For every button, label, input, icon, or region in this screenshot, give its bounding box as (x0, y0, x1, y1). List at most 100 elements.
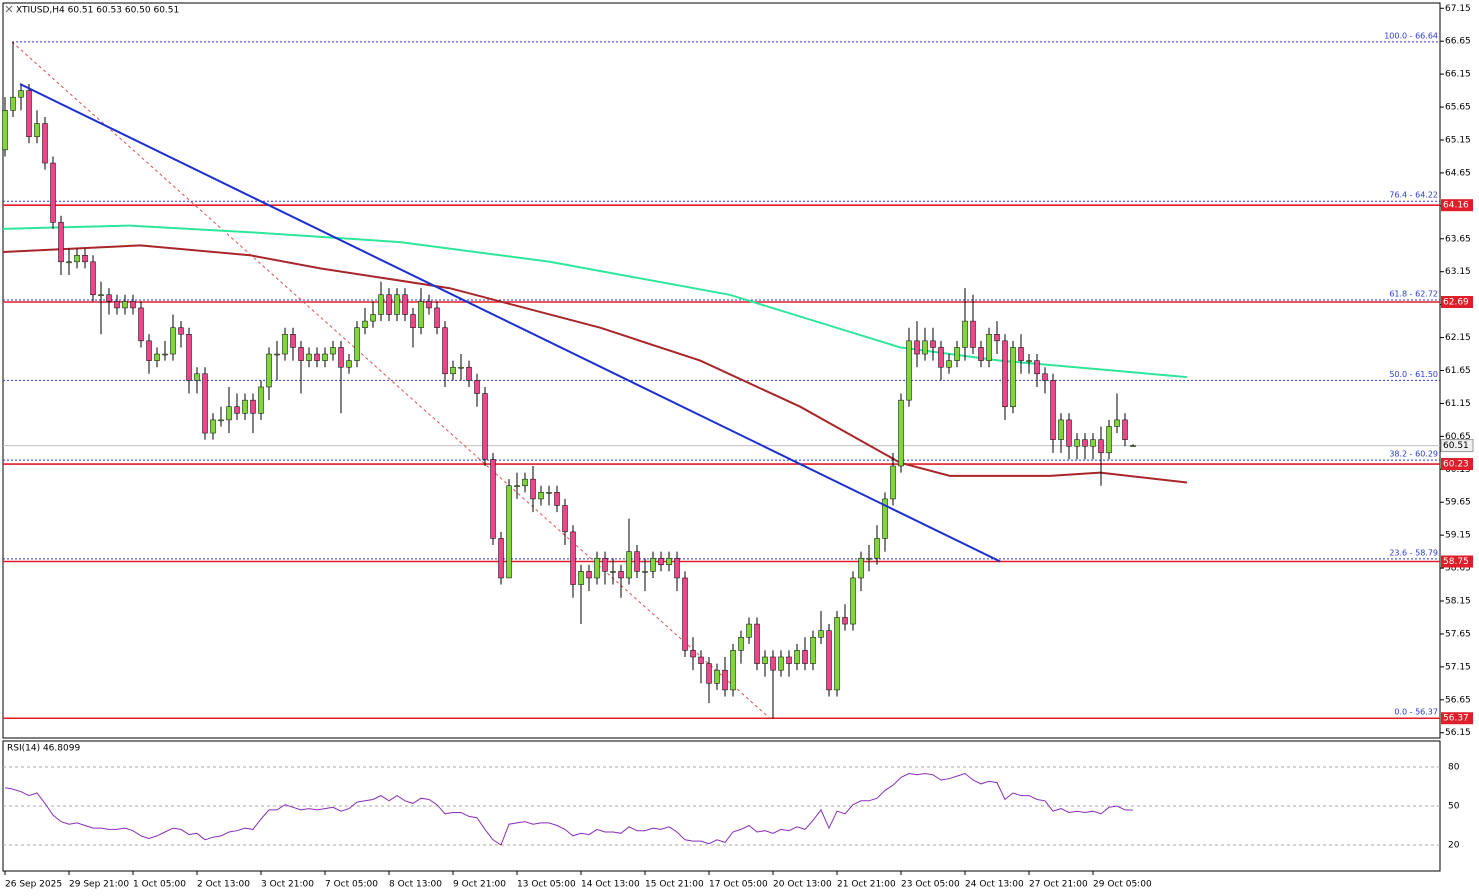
candle-body (890, 465, 896, 500)
candle-body (1002, 340, 1008, 407)
y-tick-label: 59.65 (1445, 498, 1471, 508)
candle-body (130, 301, 136, 309)
candle-body (1042, 373, 1048, 381)
y-tick-label: 59.15 (1445, 531, 1471, 541)
candle-body (1074, 439, 1080, 447)
candle-body (938, 347, 944, 368)
candle-body (2, 110, 8, 151)
candle-body (442, 327, 448, 375)
candle-body (154, 353, 160, 361)
candle-body (242, 399, 248, 414)
candle-body (874, 538, 880, 559)
candle-body (178, 327, 184, 335)
candle-body (378, 294, 384, 315)
candle-body (474, 380, 480, 394)
y-tick-label: 60.65 (1445, 432, 1471, 442)
candle-body (146, 340, 152, 361)
candle-body (658, 557, 664, 566)
rsi-title: RSI(14) 46.8099 (7, 744, 80, 754)
candle-body (1010, 347, 1016, 407)
candle-body (922, 340, 928, 355)
candle-body (106, 294, 112, 302)
rsi-panel (2, 740, 1441, 872)
candle-body (1106, 426, 1112, 454)
x-tick-label: 27 Oct 21:00 (1029, 880, 1088, 890)
candle-body (346, 360, 352, 368)
candle-body (1114, 419, 1120, 427)
candle-body (970, 320, 976, 348)
candle-body (138, 307, 144, 342)
y-tick-label: 58.65 (1445, 564, 1471, 574)
candle-body (642, 571, 648, 573)
rsi-line (4, 772, 1134, 846)
candle-body (1034, 360, 1040, 375)
candle-body (754, 623, 760, 664)
candle-body (714, 669, 720, 684)
candle-body (18, 90, 24, 98)
candle-body (618, 571, 624, 579)
fib-label: 0.0 - 56.37 (1394, 708, 1438, 717)
x-tick-label: 26 Sep 2025 (5, 880, 62, 890)
candle-body (66, 261, 72, 264)
x-tick-label: 7 Oct 05:00 (325, 880, 378, 890)
fib-label: 61.8 - 62.72 (1389, 290, 1438, 299)
candle-body (810, 636, 816, 664)
fib-label: 100.0 - 66.64 (1384, 31, 1438, 40)
candle-body (226, 406, 232, 421)
candle-body (1066, 419, 1072, 447)
candle-body (202, 373, 208, 434)
candle-body (34, 123, 40, 137)
candle-body (986, 334, 992, 361)
candle-body (994, 334, 1000, 342)
candle-body (58, 222, 64, 263)
x-tick-label: 13 Oct 05:00 (517, 880, 576, 890)
candle-body (402, 294, 408, 315)
candle-body (218, 419, 224, 422)
candle-body (458, 366, 464, 369)
fib-line (11, 41, 771, 719)
candle-body (826, 630, 832, 691)
candle-body (834, 617, 840, 691)
candle-body (586, 571, 592, 579)
candle-body (114, 301, 120, 309)
candle-body (90, 261, 96, 296)
candle-body (674, 557, 680, 579)
candle-body (1130, 445, 1136, 447)
candle-body (882, 498, 888, 539)
x-tick-label: 17 Oct 05:00 (709, 880, 768, 890)
candle-body (234, 406, 240, 414)
y-tick-label: 65.65 (1445, 103, 1471, 113)
level-box (1441, 458, 1473, 471)
x-tick-label: 8 Oct 13:00 (389, 880, 442, 890)
y-tick-label: 66.65 (1445, 37, 1471, 47)
x-tick-label: 29 Oct 05:00 (1093, 880, 1152, 890)
fib-label: 50.0 - 61.50 (1389, 370, 1438, 379)
candle-body (290, 334, 296, 348)
candle-body (490, 459, 496, 539)
candle-body (1058, 419, 1064, 440)
candle-body (858, 557, 864, 579)
candle-body (850, 577, 856, 625)
x-tick-label: 20 Oct 13:00 (773, 880, 832, 890)
level-label: 60.23 (1443, 460, 1469, 470)
candle-body (1018, 347, 1024, 361)
candle-body (362, 320, 368, 328)
candle-body (530, 478, 536, 500)
candle-body (370, 314, 376, 322)
candle-body (338, 347, 344, 368)
rsi-tick-label: 80 (1448, 763, 1460, 773)
candle-body (1026, 360, 1032, 362)
y-tick-label: 56.15 (1445, 728, 1471, 738)
chart-title: XTIUSD,H4 60.51 60.53 60.50 60.51 (16, 6, 179, 16)
candle-body (738, 636, 744, 651)
fib-label: 38.2 - 60.29 (1389, 450, 1438, 459)
symbol-icon (5, 5, 13, 13)
fib-label: 76.4 - 64.22 (1389, 191, 1438, 200)
y-tick-label: 63.65 (1445, 234, 1471, 244)
x-tick-label: 29 Sep 21:00 (69, 880, 129, 890)
x-tick-label: 1 Oct 05:00 (133, 880, 186, 890)
candle-body (426, 301, 432, 309)
candle-body (482, 393, 488, 460)
candle-body (610, 571, 616, 573)
candle-body (10, 96, 16, 111)
